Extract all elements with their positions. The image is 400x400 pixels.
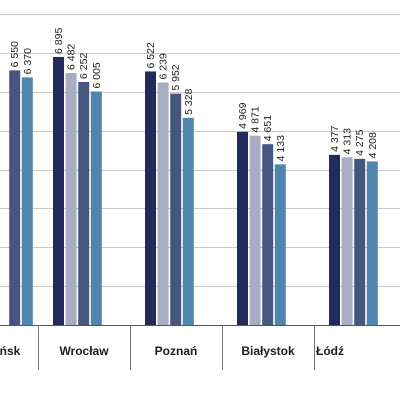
bar [262,144,274,325]
data-label: 6 522 [145,42,157,68]
bars [9,56,378,326]
data-label: 6 550 [9,41,21,67]
data-label: 4 651 [262,115,274,141]
data-label: 4 313 [342,128,354,154]
category-label: Wrocław [59,344,109,358]
data-label: 4 208 [367,132,379,158]
category-label: Łódź [316,344,344,358]
bar [53,56,64,325]
data-label: 6 370 [22,48,34,74]
data-label: 4 275 [354,129,366,155]
data-label: 6 239 [158,53,170,79]
bar [249,135,261,325]
data-label: 4 377 [329,125,341,151]
data-label: 6 252 [78,53,90,79]
data-label: 6 005 [91,62,103,88]
value-labels: 6 895 6 522 4 969 4 377 6 482 6 239 4 871 4 313… [9,28,379,162]
bar [170,93,182,325]
data-label: 6 482 [66,44,78,70]
data-label: 4 871 [250,106,262,132]
bar [366,161,378,325]
bar [78,81,90,326]
bar [145,71,156,326]
bar [21,77,33,326]
data-label: 6 895 [53,28,65,54]
bar [90,91,102,325]
x-axis: ńsk Wrocław Poznań Białystok Łódź [0,325,400,370]
category-label: ńsk [0,344,21,358]
data-label: 5 328 [183,88,195,114]
bar [329,154,340,325]
category-label: Białystok [241,344,295,358]
category-label: Poznań [155,344,198,358]
bar [274,164,286,325]
data-label: 4 133 [275,135,287,161]
bar [354,158,366,325]
bar [341,157,353,325]
bar [237,131,248,325]
bar [182,117,194,326]
bar [65,73,77,325]
data-label: 5 952 [170,64,182,90]
bar [9,70,21,326]
bar [157,82,169,325]
data-label: 4 969 [237,102,249,128]
